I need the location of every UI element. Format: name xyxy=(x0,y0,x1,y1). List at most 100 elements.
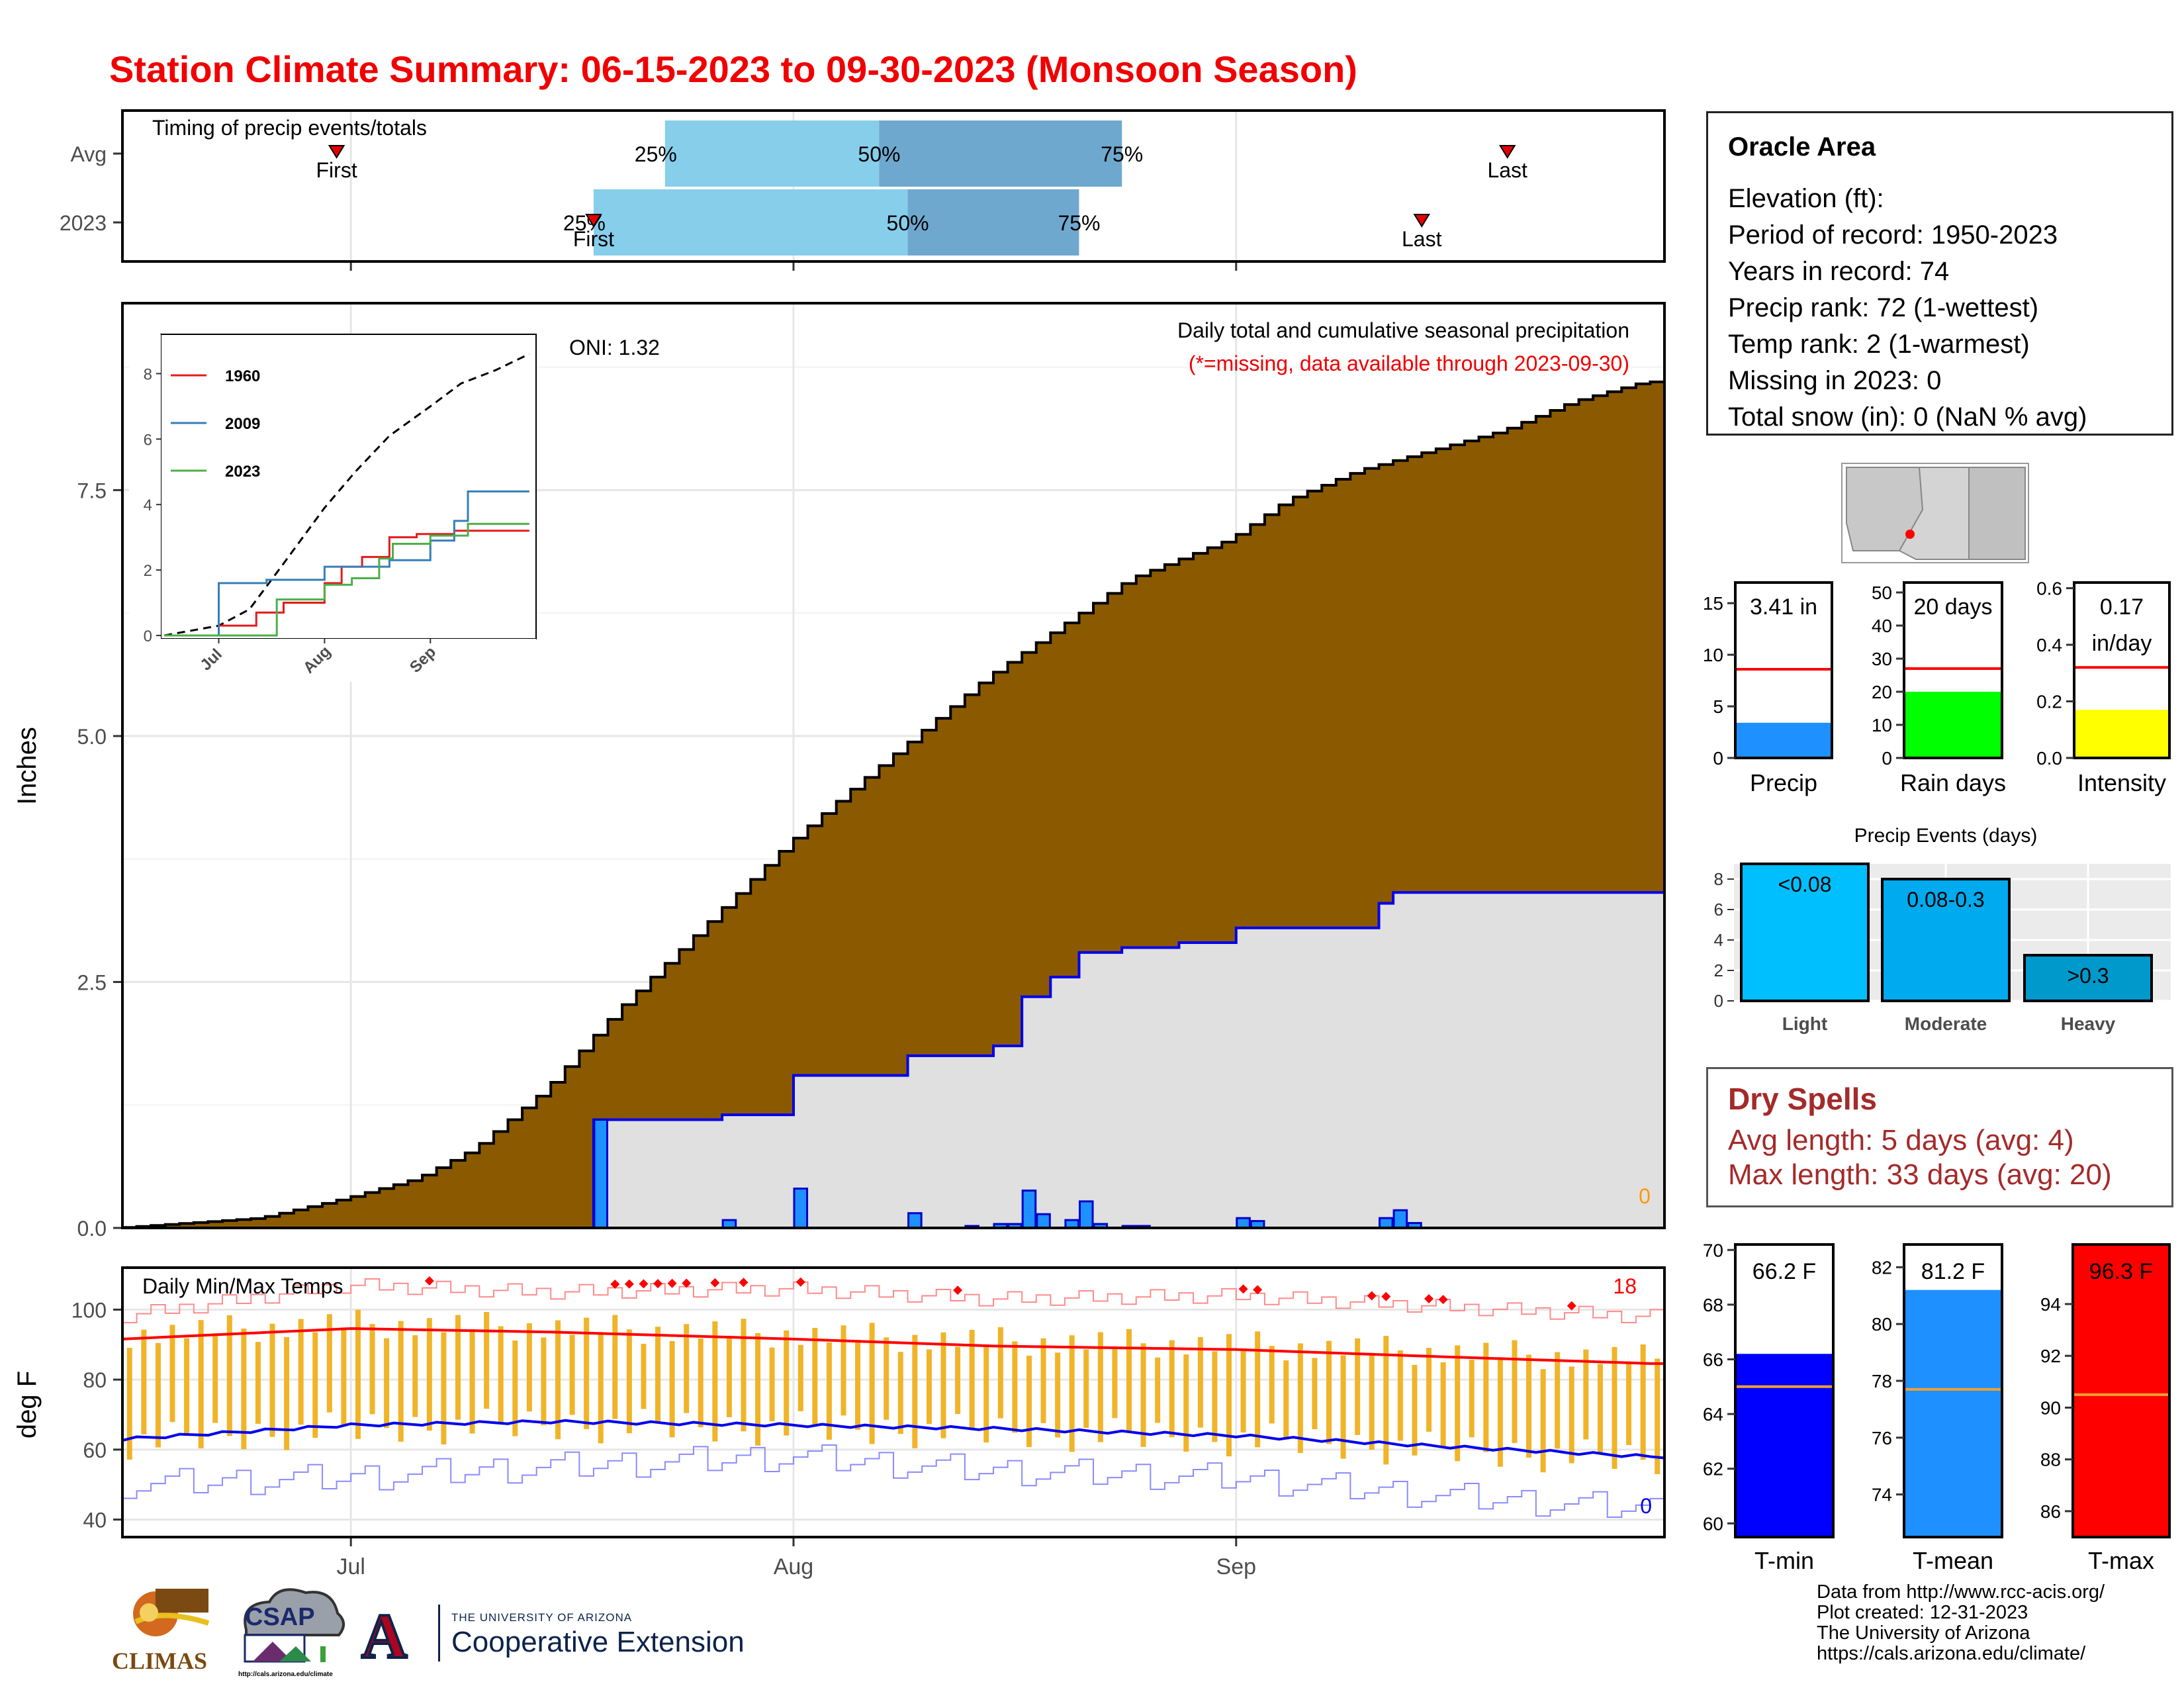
temp-summary-y-tick-label: 64 xyxy=(1703,1404,1723,1425)
avg-cumulative-line xyxy=(122,380,1664,1229)
timing-last-marker xyxy=(1498,145,1516,159)
temp-summary-y-tick-label: 68 xyxy=(1703,1295,1723,1315)
daily-temp-range-bar xyxy=(1569,1366,1574,1464)
temp-summary-y-tick-label: 90 xyxy=(2040,1397,2061,1418)
daily-temp-range-bar xyxy=(1269,1346,1275,1424)
record-high-marker xyxy=(610,1280,620,1289)
daily-temp-range-bar xyxy=(1440,1362,1446,1447)
daily-temp-range-bar xyxy=(1426,1348,1432,1432)
daily-temp-range-bar xyxy=(997,1327,1003,1419)
csap-logo-text: CSAP xyxy=(245,1603,315,1631)
timing-last-marker xyxy=(1413,214,1431,228)
temp-summary-value-label: 66.2 F xyxy=(1752,1259,1816,1284)
info-period: Period of record: 1950-2023 xyxy=(1728,220,2058,250)
daily-temp-range-bar xyxy=(526,1323,532,1412)
csap-logo-mark xyxy=(244,1588,345,1663)
daily-temp-range-bar xyxy=(1397,1350,1403,1441)
daily-temp-range-bar xyxy=(141,1329,147,1434)
daily-temp-range-bar xyxy=(598,1332,604,1444)
precip-missing-count: 0 xyxy=(1639,1184,1651,1208)
inset-y-tick-label: 2 xyxy=(144,562,152,580)
inset-bottom-bg xyxy=(159,639,536,682)
daily-precip-bar xyxy=(593,1119,609,1229)
daily-temp-range-bar xyxy=(712,1321,718,1442)
daily-temp-range-bar xyxy=(555,1320,561,1440)
daily-temp-range-bar xyxy=(884,1337,889,1420)
ua-cooperative-extension-logo: A THE UNIVERSITY OF ARIZONA Cooperative … xyxy=(357,1599,745,1673)
daily-temp-range-bar xyxy=(1612,1346,1617,1469)
mini-bar-intensity xyxy=(2074,710,2169,758)
daily-temp-range-bar xyxy=(1112,1346,1118,1419)
timing-first-label: First xyxy=(573,227,614,251)
daily-temp-range-bar xyxy=(1455,1345,1461,1462)
precip-events-bar-label: <0.08 xyxy=(1778,872,1832,896)
ua-divider xyxy=(438,1605,440,1662)
precip-subtitle: (*=missing, data available through 2023-… xyxy=(1189,352,1629,375)
daily-temp-range-bar xyxy=(341,1327,347,1426)
station-info-box: Oracle Area Elevation (ft): Period of re… xyxy=(1706,111,2173,436)
daily-temp-range-bar xyxy=(1497,1357,1503,1467)
station-location-marker xyxy=(1905,530,1915,539)
record-high-marker xyxy=(739,1278,749,1288)
daily-temp-range-bar xyxy=(1083,1349,1089,1428)
daily-temp-range-bar xyxy=(1212,1351,1218,1442)
mini-bar-precip xyxy=(1735,722,1832,758)
daily-temp-range-bar xyxy=(1040,1338,1046,1423)
daily-temp-range-bar xyxy=(212,1333,218,1423)
temp-summary-y-tick-label: 82 xyxy=(1872,1257,1892,1278)
page-title: Station Climate Summary: 06-15-2023 to 0… xyxy=(109,48,1357,90)
daily-temp-range-bar xyxy=(226,1315,232,1436)
daily-temp-range-bar xyxy=(1297,1343,1303,1453)
daily-temp-range-bar xyxy=(1512,1340,1518,1443)
daily-temp-range-bar xyxy=(626,1329,632,1434)
timing-p50-label: 50% xyxy=(858,142,900,166)
timing-bar-second-half xyxy=(879,120,1122,187)
temp-summary-y-tick-label: 74 xyxy=(1872,1485,1892,1505)
inset-legend-label: 2009 xyxy=(225,415,260,433)
daily-temp-range-bar xyxy=(955,1346,961,1415)
timing-caption: Timing of precip events/totals xyxy=(152,116,427,140)
record-high-marker xyxy=(1567,1301,1576,1311)
csap-logo-url: http://cals.arizona.edu/climate xyxy=(238,1671,333,1678)
precip-events-bar-label: 0.08-0.3 xyxy=(1907,888,1984,912)
daily-temp-range-bar xyxy=(441,1332,447,1445)
precip-events-bar xyxy=(1740,863,1870,1002)
avg-min-temp-line xyxy=(122,1419,1665,1460)
daily-temp-range-bar xyxy=(355,1309,361,1439)
temp-summary-y-tick-label: 92 xyxy=(2040,1346,2061,1366)
precip-events-category-label: Heavy xyxy=(2061,1013,2116,1034)
mini-bar-y-tick-label: 0 xyxy=(1713,748,1723,769)
daily-temp-range-bar xyxy=(1597,1364,1603,1454)
record-high-marker xyxy=(796,1277,805,1287)
info-elevation: Elevation (ft): xyxy=(1728,184,1884,213)
mini-bar-rain-days xyxy=(1904,692,2002,758)
daily-temp-range-bar xyxy=(155,1342,161,1448)
timing-row-label: Avg xyxy=(70,142,107,166)
daily-temp-range-bar xyxy=(684,1324,690,1413)
temp-summary-y-tick-label: 70 xyxy=(1703,1240,1723,1260)
daily-temp-range-bar xyxy=(940,1332,946,1438)
record-min-line xyxy=(122,1444,1664,1519)
mini-bar-y-tick-label: 0.6 xyxy=(2036,579,2062,599)
record-high-marker xyxy=(1367,1291,1377,1301)
daily-temp-range-bar xyxy=(1412,1364,1418,1456)
temp-summary-y-tick-label: 86 xyxy=(2040,1501,2061,1522)
timing-bar-first-half xyxy=(664,120,880,187)
timing-p75-label: 75% xyxy=(1058,211,1100,235)
observed-cumulative-area xyxy=(122,892,1664,1228)
daily-temp-range-bar xyxy=(1197,1336,1203,1428)
record-low-count: 0 xyxy=(1640,1494,1652,1518)
csap-logo: CSAP http://cals.arizona.edu/climate xyxy=(233,1583,349,1683)
temp-x-tick-label: Sep xyxy=(1216,1554,1257,1579)
info-precip-rank: Precip rank: 72 (1-wettest) xyxy=(1728,293,2039,322)
dry-spells-box: Dry Spells Avg length: 5 days (avg: 4) M… xyxy=(1706,1067,2173,1207)
daily-temp-range-bar xyxy=(1140,1343,1146,1447)
info-missing: Missing in 2023: 0 xyxy=(1728,366,1942,395)
daily-temp-range-bar xyxy=(1540,1369,1546,1473)
precip-events-bar xyxy=(1881,878,2011,1002)
daily-temp-range-bar xyxy=(241,1329,247,1450)
mini-bar-y-tick-label: 30 xyxy=(1872,649,1892,669)
record-max-line xyxy=(122,1278,1664,1324)
daily-temp-range-bar xyxy=(426,1318,432,1431)
daily-temp-range-bar xyxy=(1069,1335,1075,1452)
